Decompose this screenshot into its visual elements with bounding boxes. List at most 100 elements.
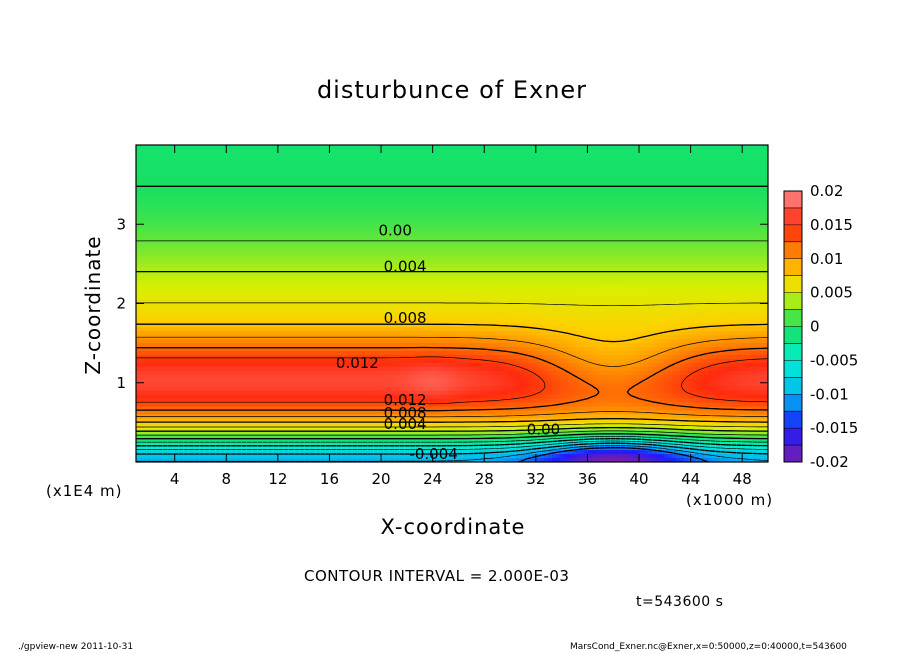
field-cell <box>704 145 709 150</box>
field-cell <box>188 176 193 182</box>
field-cell <box>136 240 141 245</box>
field-cell <box>496 216 501 221</box>
field-cell <box>520 192 525 198</box>
field-cell <box>744 192 749 198</box>
field-cell <box>640 164 645 170</box>
field-cell <box>456 244 461 249</box>
field-cell <box>464 236 469 241</box>
field-cell <box>544 176 549 182</box>
field-cell <box>260 164 265 170</box>
field-cell <box>604 212 609 217</box>
field-cell <box>684 251 689 257</box>
field-cell <box>396 208 401 213</box>
field-cell <box>696 232 701 237</box>
field-cell <box>504 148 509 154</box>
field-cell <box>424 248 429 253</box>
field-cell <box>608 172 613 178</box>
field-cell <box>172 244 177 249</box>
field-cell <box>404 208 409 213</box>
field-cell <box>196 212 201 217</box>
field-cell <box>676 232 681 237</box>
field-cell <box>280 172 285 178</box>
field-cell <box>656 196 661 202</box>
field-cell <box>516 196 521 202</box>
field-cell <box>640 251 645 257</box>
field-cell <box>308 156 313 162</box>
field-cell <box>248 176 253 182</box>
field-cell <box>560 228 565 233</box>
field-cell <box>456 164 461 170</box>
field-cell <box>152 248 157 253</box>
field-cell <box>592 152 597 158</box>
field-cell <box>656 188 661 194</box>
field-cell <box>252 236 257 241</box>
field-cell <box>476 240 481 245</box>
field-cell <box>456 259 461 265</box>
field-cell <box>164 148 169 154</box>
field-cell <box>208 236 213 241</box>
field-cell <box>184 240 189 245</box>
field-cell <box>508 224 513 229</box>
field-cell <box>476 156 481 162</box>
field-cell <box>272 236 277 241</box>
field-cell <box>248 232 253 237</box>
field-cell <box>700 145 705 150</box>
field-cell <box>248 248 253 253</box>
field-cell <box>568 259 573 265</box>
field-cell <box>656 236 661 241</box>
field-cell <box>172 164 177 170</box>
field-cell <box>408 232 413 237</box>
field-cell <box>328 172 333 178</box>
field-cell <box>368 220 373 225</box>
field-cell <box>408 259 413 265</box>
field-cell <box>400 251 405 257</box>
field-cell <box>256 212 261 217</box>
field-cell <box>156 216 161 221</box>
field-cell <box>548 251 553 257</box>
field-cell <box>496 236 501 241</box>
field-cell <box>320 255 325 261</box>
field-cell <box>288 251 293 257</box>
field-cell <box>352 176 357 182</box>
field-cell <box>188 236 193 241</box>
field-cell <box>564 204 569 209</box>
field-cell <box>440 168 445 174</box>
field-cell <box>620 248 625 253</box>
field-cell <box>396 176 401 182</box>
field-cell <box>464 259 469 265</box>
field-cell <box>332 263 337 269</box>
field-cell <box>688 172 693 178</box>
field-cell <box>208 263 213 269</box>
field-cell <box>724 244 729 249</box>
field-cell <box>644 228 649 233</box>
field-cell <box>456 240 461 245</box>
field-cell <box>136 164 141 170</box>
field-cell <box>156 148 161 154</box>
field-cell <box>736 188 741 194</box>
field-cell <box>284 188 289 194</box>
field-cell <box>332 196 337 202</box>
field-cell <box>696 192 701 198</box>
field-cell <box>660 232 665 237</box>
field-cell <box>196 267 201 273</box>
field-cell <box>752 204 757 209</box>
field-cell <box>748 204 753 209</box>
field-cell <box>616 236 621 241</box>
field-cell <box>528 212 533 217</box>
field-cell <box>732 220 737 225</box>
field-cell <box>704 192 709 198</box>
field-cell <box>240 204 245 209</box>
field-cell <box>348 263 353 269</box>
field-cell <box>196 176 201 182</box>
field-cell <box>148 156 153 162</box>
field-cell <box>156 240 161 245</box>
field-cell <box>484 152 489 158</box>
field-cell <box>320 259 325 265</box>
field-cell <box>540 224 545 229</box>
field-cell <box>264 259 269 265</box>
field-cell <box>560 240 565 245</box>
field-cell <box>564 208 569 213</box>
field-cell <box>228 204 233 209</box>
field-cell <box>720 228 725 233</box>
field-cell <box>208 164 213 170</box>
